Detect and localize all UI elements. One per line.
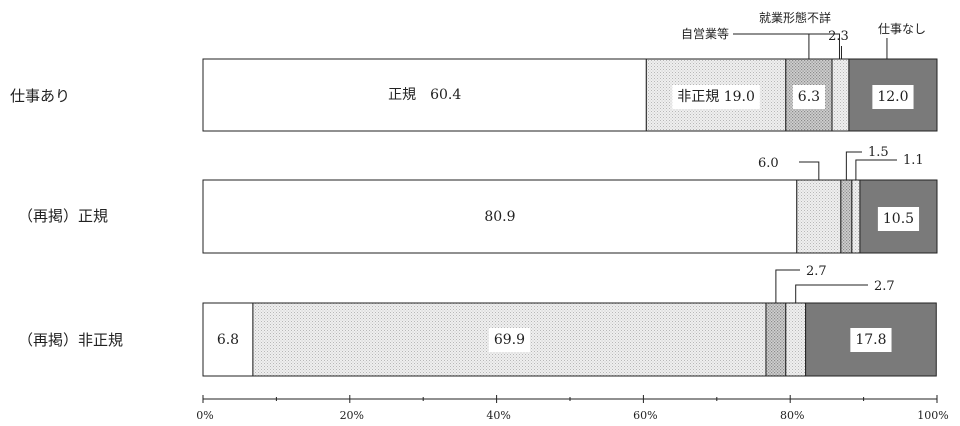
- bar-1-3: [851, 179, 861, 254]
- bar-2-2: [765, 302, 787, 377]
- callout-line-5: [845, 151, 862, 180]
- callout-line-7: [775, 269, 800, 303]
- bar-1-2: [840, 179, 853, 254]
- segment-label-0-4: 12.0: [877, 89, 908, 105]
- x-axis: 0% 20% 40% 60% 80% 100%: [196, 395, 949, 422]
- segment-label-box-2-4: [850, 328, 892, 352]
- x-tick-label-3: 60%: [633, 409, 657, 422]
- segment-label-2-0: 6.8: [217, 332, 239, 348]
- callout-label-3: 仕事なし: [878, 22, 926, 36]
- callouts-group: 自営業等 就業形態不詳 2.3 仕事なし 6.0 1.5 1.1 2.7 2.7: [681, 10, 926, 303]
- bars-group: [202, 58, 938, 377]
- segment-label-0-1: 非正規 19.0: [677, 89, 755, 105]
- segment-label-0-2: 6.3: [798, 89, 820, 105]
- callout-label-8: 2.7: [874, 279, 895, 294]
- category-label-1: （再掲）正規: [18, 207, 108, 225]
- callout-line-4: [799, 161, 820, 180]
- callout-label-7: 2.7: [806, 264, 827, 279]
- callout-label-5: 1.5: [868, 145, 889, 160]
- segment-label-2-4: 17.8: [855, 332, 886, 348]
- segment-label-box-0-1: [672, 85, 760, 109]
- category-label-2: （再掲）非正規: [18, 331, 123, 349]
- bar-0-0: [202, 58, 647, 132]
- x-tick-label-2: 40%: [486, 409, 510, 422]
- x-tick-label-1: 20%: [340, 409, 364, 422]
- callout-label-1: 就業形態不詳: [759, 10, 831, 25]
- callout-label-0: 自営業等: [681, 27, 729, 41]
- segment-label-2-1: 69.9: [494, 332, 525, 348]
- bar-1-1: [796, 179, 842, 254]
- category-label-0: 仕事あり: [10, 87, 70, 105]
- x-tick-label-4: 80%: [780, 409, 804, 422]
- bar-1-0: [202, 179, 798, 254]
- callout-label-2: 2.3: [828, 29, 849, 44]
- callout-line-0: [733, 33, 810, 59]
- bar-2-0: [202, 302, 254, 377]
- callout-line-6: [855, 159, 897, 180]
- bar-2-3: [785, 302, 807, 377]
- callout-line-8: [795, 284, 868, 303]
- segment-label-1-4: 10.5: [883, 211, 914, 227]
- segment-label-1-0: 80.9: [484, 209, 515, 225]
- segment-label-box-1-4: [877, 207, 920, 231]
- bar-0-3: [831, 58, 850, 132]
- segment-label-box-0-4: [872, 85, 914, 109]
- callout-label-6: 1.1: [903, 153, 924, 168]
- segment-label-box-0-2: [792, 85, 826, 109]
- segment-label-box-2-1: [488, 328, 531, 352]
- segment-label-0-0: 正規 60.4: [388, 87, 461, 103]
- callout-label-4: 6.0: [758, 156, 779, 171]
- callout-line-1: [801, 33, 840, 59]
- x-tick-label-0: 0%: [196, 409, 213, 422]
- x-tick-label-5: 100%: [917, 409, 948, 422]
- segment-labels-group: 正規 60.4 非正規 19.0 6.3 12.0 80.9 10.5 6.8 69.9 17.…: [217, 85, 920, 352]
